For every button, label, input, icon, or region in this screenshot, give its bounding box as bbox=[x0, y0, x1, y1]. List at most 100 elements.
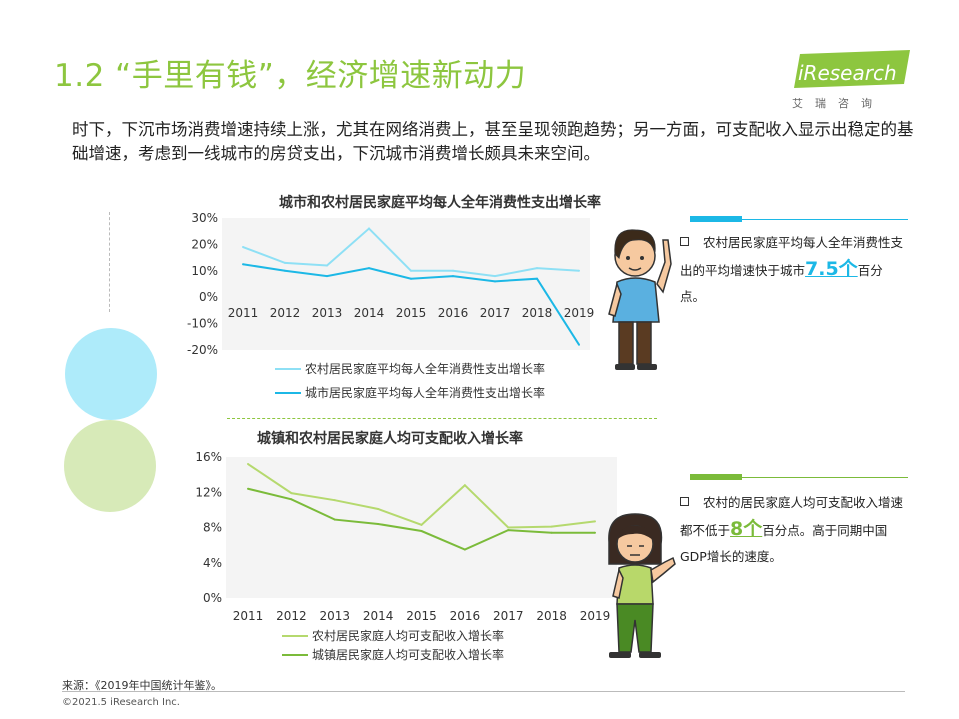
chart1-legend-item-rural: 农村居民家庭平均每人全年消费性支出增长率 bbox=[275, 360, 545, 377]
chart1-series-0-point bbox=[284, 261, 286, 264]
chart2-xtick-label: 2012 bbox=[276, 609, 307, 623]
section-divider bbox=[227, 418, 657, 419]
chart1-xtick-label: 2015 bbox=[396, 306, 427, 320]
copyright: ©2021.5 iResearch Inc. bbox=[62, 697, 180, 708]
chart2-series-0-point bbox=[420, 523, 423, 526]
chart1-xtick-label: 2012 bbox=[270, 306, 301, 320]
decorative-dashed-line bbox=[109, 212, 110, 312]
chart1-xtick-label: 2013 bbox=[312, 306, 343, 320]
chart1-series-1-point bbox=[284, 269, 286, 272]
chart1-xtick-label: 2016 bbox=[438, 306, 469, 320]
chart2-ytick-label: 4% bbox=[203, 556, 222, 570]
chart1-series-1-point bbox=[242, 263, 244, 266]
chart2-series-1-point bbox=[550, 531, 553, 534]
income-growth-chart: 16% 12% 8% 4% 0% 2011 2012 2013 2014 2015 2016 2017… bbox=[195, 450, 617, 623]
chart1-series-0-point bbox=[410, 269, 412, 272]
chart2-series-1-point bbox=[333, 518, 336, 521]
decorative-blue-circle bbox=[65, 328, 157, 420]
chart2-xtick-label: 2016 bbox=[450, 609, 481, 623]
chart2-xtick-label: 2015 bbox=[406, 609, 437, 623]
chart1-xtick-label: 2014 bbox=[354, 306, 385, 320]
chart1-series-0-point bbox=[536, 267, 538, 270]
chart1-series-0-point bbox=[494, 275, 496, 278]
chart1-xtick-label: 2017 bbox=[480, 306, 511, 320]
chart1-plot-area bbox=[222, 218, 590, 350]
chart2-title: 城镇和农村居民家庭人均可支配收入增长率 bbox=[257, 431, 523, 447]
chart2-series-1-point bbox=[290, 498, 293, 501]
chart2-xtick-label: 2011 bbox=[233, 609, 264, 623]
chart2-ytick-label: 0% bbox=[203, 591, 222, 605]
note1-rule bbox=[742, 219, 908, 220]
chart2-ytick-label: 12% bbox=[195, 485, 222, 499]
chart2-xtick-label: 2019 bbox=[580, 609, 611, 623]
chart1-legend-label-urban: 城市居民家庭平均每人全年消费性支出增长率 bbox=[305, 386, 546, 400]
chart1-xtick-label: 2018 bbox=[522, 306, 553, 320]
chart2-series-0-point bbox=[463, 484, 466, 487]
chart1-series-1-point bbox=[452, 275, 454, 278]
chart1-legend-label-rural: 农村居民家庭平均每人全年消费性支出增长率 bbox=[305, 362, 546, 376]
chart2-series-0-point bbox=[507, 526, 510, 529]
chart2-ytick-label: 16% bbox=[195, 450, 222, 464]
chart2-series-1-point bbox=[463, 548, 466, 551]
chart2-xtick-label: 2013 bbox=[319, 609, 350, 623]
chart1-series-1-point bbox=[494, 280, 496, 283]
chart2-series-0-point bbox=[377, 507, 380, 510]
note2-text-end: 百分点。高于同期中国GDP增长的速度。 bbox=[680, 523, 888, 564]
chart1-title: 城市和农村居民家庭平均每人全年消费性支出增长率 bbox=[279, 195, 601, 211]
chart2-legend-label-urban: 城镇居民家庭人均可支配收入增长率 bbox=[312, 648, 505, 662]
note2-highlight: 8个 bbox=[730, 518, 763, 540]
note1-text-end: 百分点。 bbox=[680, 263, 883, 304]
chart1-ytick-label: 10% bbox=[191, 264, 218, 278]
chart2-legend-label-rural: 农村居民家庭人均可支配收入增长率 bbox=[312, 629, 505, 643]
footer-divider bbox=[62, 691, 905, 692]
chart1-xtick-label: 2019 bbox=[564, 306, 595, 320]
chart1-ytick-label: -20% bbox=[187, 343, 218, 357]
chart1-series-1-point bbox=[578, 343, 580, 346]
page-title: 1.2 “手里有钱”，经济增速新动力 bbox=[54, 58, 527, 94]
chart2-legend-swatch-rural bbox=[282, 634, 308, 637]
note2-bullet-icon bbox=[680, 497, 689, 506]
decorative-green-circle bbox=[64, 420, 156, 512]
chart1-series-1-point bbox=[410, 277, 412, 280]
chart1-series-1-point bbox=[536, 277, 538, 280]
chart2-plot-area bbox=[226, 457, 617, 598]
logo-text: iResearch bbox=[798, 61, 897, 85]
chart2-xtick-label: 2014 bbox=[363, 609, 394, 623]
chart2-xtick-label: 2018 bbox=[536, 609, 567, 623]
chart1-series-0-point bbox=[242, 246, 244, 249]
note1: 农村居民家庭平均每人全年消费性支出的平均增速快于城市7.5个百分点。 bbox=[680, 230, 905, 310]
chart2-legend-item-urban: 城镇居民家庭人均可支配收入增长率 bbox=[282, 646, 504, 663]
chart1-series-1-point bbox=[326, 275, 328, 278]
chart1-series-0-point bbox=[326, 264, 328, 267]
chart1-series-0-point bbox=[578, 269, 580, 272]
chart2-series-1-point bbox=[594, 531, 596, 534]
note2: 农村的居民家庭人均可支配收入增速都不低于8个百分点。高于同期中国GDP增长的速度… bbox=[680, 490, 905, 570]
chart1-series-0-point bbox=[368, 227, 370, 230]
chart1-xtick-label: 2011 bbox=[228, 306, 259, 320]
chart2-series-0-point bbox=[550, 525, 553, 528]
chart2-series-1-point bbox=[507, 529, 510, 532]
chart1-legend-swatch-urban bbox=[275, 391, 301, 394]
note1-text: 农村居民家庭平均每人全年消费性支出的平均增速快于城市 bbox=[680, 235, 904, 278]
chart1-ytick-label: 0% bbox=[199, 290, 218, 304]
logo-chinese-name: 艾瑞咨询 bbox=[792, 97, 884, 110]
intro-paragraph: 时下，下沉市场消费增速持续上涨，尤其在网络消费上，甚至呈现领跑趋势；另一方面，可… bbox=[72, 120, 914, 163]
consumption-growth-chart: 30% 20% 10% 0% -10% -20% 2011 2012 2013 2014 2015 2… bbox=[187, 211, 595, 357]
note1-accent-bar bbox=[690, 216, 742, 222]
chart1-series-0-point bbox=[452, 269, 454, 272]
girl-character-illustration bbox=[608, 513, 676, 658]
chart1-legend-swatch-rural bbox=[275, 367, 301, 370]
chart2-series-0-point bbox=[290, 492, 293, 495]
chart1-ytick-label: 30% bbox=[191, 211, 218, 225]
chart2-xtick-label: 2017 bbox=[493, 609, 524, 623]
chart2-series-1-point bbox=[420, 530, 423, 533]
chart2-series-1-point bbox=[377, 522, 380, 525]
chart1-ytick-label: 20% bbox=[191, 237, 218, 251]
chart2-legend-item-rural: 农村居民家庭人均可支配收入增长率 bbox=[282, 627, 504, 644]
chart1-ytick-label: -10% bbox=[187, 317, 218, 331]
chart1-legend-item-urban: 城市居民家庭平均每人全年消费性支出增长率 bbox=[275, 384, 545, 401]
source-note: 来源：《2019年中国统计年鉴》。 bbox=[62, 679, 222, 692]
note2-rule bbox=[742, 477, 908, 478]
chart2-series-0-point bbox=[333, 499, 336, 502]
note2-accent-bar bbox=[690, 474, 742, 480]
